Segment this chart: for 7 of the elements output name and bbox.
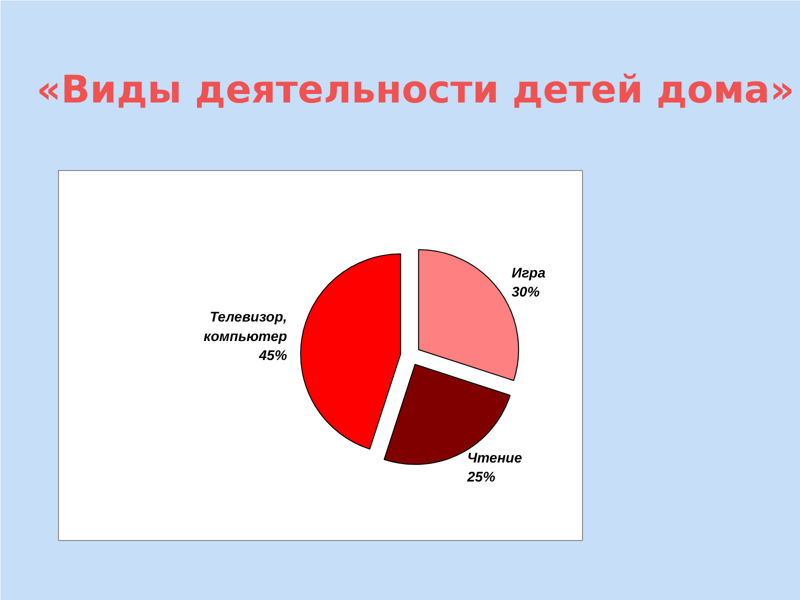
slice-label: Игра xyxy=(512,264,546,280)
slice-label: Чтение xyxy=(467,449,522,466)
chart-title: «Виды деятельности детей дома» xyxy=(36,68,794,112)
data-label: 25% xyxy=(466,468,496,484)
data-label: 30% xyxy=(512,284,540,300)
slice-label: Телевизор, компьютер xyxy=(204,308,288,344)
data-label: 45% xyxy=(258,347,288,364)
